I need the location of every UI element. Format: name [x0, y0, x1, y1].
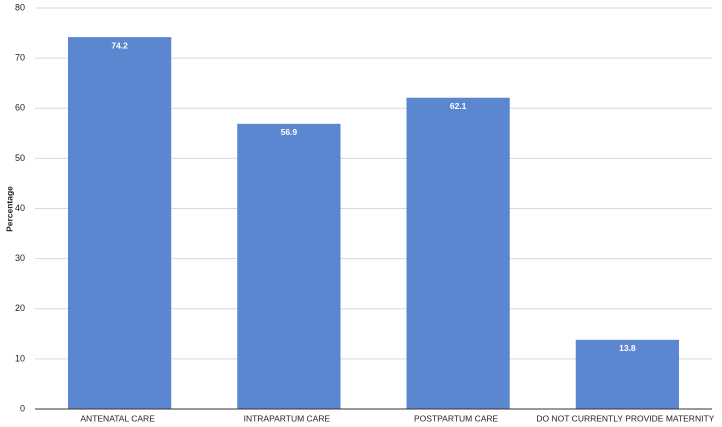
y-axis-title: Percentage: [4, 186, 14, 232]
bar: [575, 339, 679, 409]
y-tick-label: 40: [15, 203, 25, 213]
data-label: 13.8: [619, 343, 636, 353]
y-tick-label: 70: [15, 53, 25, 63]
data-label: 74.2: [111, 40, 128, 50]
y-tick-label: 80: [15, 2, 25, 12]
x-tick-label: POSTPARTUM CARE: [414, 413, 499, 423]
bar: [406, 97, 510, 409]
y-tick-label: 0: [20, 403, 25, 413]
y-tick-label: 60: [15, 103, 25, 113]
x-tick-label: DO NOT CURRENTLY PROVIDE MATERNITY: [536, 413, 714, 423]
y-tick-label: 10: [15, 353, 25, 363]
x-tick-label: ANTENATAL CARE: [80, 413, 155, 423]
x-tick-label: INTRAPARTUM CARE: [244, 413, 331, 423]
bar: [68, 37, 172, 409]
y-tick-label: 20: [15, 303, 25, 313]
bar: [237, 123, 341, 409]
y-tick-label: 50: [15, 153, 25, 163]
data-label: 62.1: [450, 101, 467, 111]
y-tick-label: 30: [15, 253, 25, 263]
data-label: 56.9: [281, 127, 298, 137]
